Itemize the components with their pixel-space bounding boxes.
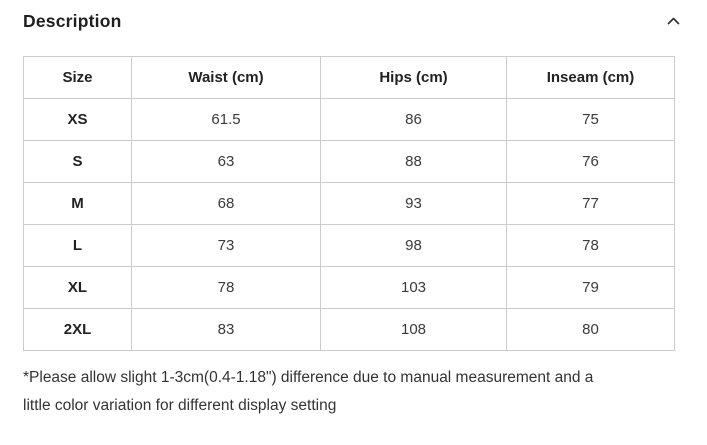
inseam-cell: 76	[506, 140, 675, 183]
table-header-row: Size Waist (cm) Hips (cm) Inseam (cm)	[23, 56, 675, 99]
size-cell: XS	[23, 98, 132, 141]
size-cell: XL	[23, 266, 132, 309]
waist-cell: 73	[131, 224, 321, 267]
size-chart-table: Size Waist (cm) Hips (cm) Inseam (cm) XS…	[23, 56, 675, 351]
description-accordion-header[interactable]: Description	[23, 0, 684, 32]
waist-cell: 63	[131, 140, 321, 183]
hips-cell: 86	[320, 98, 507, 141]
chevron-up-icon[interactable]	[665, 13, 681, 29]
hips-cell: 108	[320, 308, 507, 351]
table-row: S 63 88 76	[23, 140, 675, 183]
waist-cell: 78	[131, 266, 321, 309]
inseam-cell: 78	[506, 224, 675, 267]
measurement-note-line-2: little color variation for different dis…	[23, 397, 337, 414]
size-cell: 2XL	[23, 308, 132, 351]
waist-cell: 83	[131, 308, 321, 351]
inseam-cell: 80	[506, 308, 675, 351]
hips-cell: 103	[320, 266, 507, 309]
table-row: 2XL 83 108 80	[23, 308, 675, 351]
size-cell: S	[23, 140, 132, 183]
column-header-inseam: Inseam (cm)	[506, 56, 675, 99]
hips-cell: 98	[320, 224, 507, 267]
measurement-note-line-1: *Please allow slight 1-3cm(0.4-1.18") di…	[23, 369, 594, 386]
table-row: M 68 93 77	[23, 182, 675, 225]
inseam-cell: 79	[506, 266, 675, 309]
column-header-size: Size	[23, 56, 132, 99]
measurement-note: *Please allow slight 1-3cm(0.4-1.18") di…	[23, 364, 684, 420]
waist-cell: 61.5	[131, 98, 321, 141]
table-row: L 73 98 78	[23, 224, 675, 267]
size-cell: L	[23, 224, 132, 267]
table-row: XL 78 103 79	[23, 266, 675, 309]
column-header-hips: Hips (cm)	[320, 56, 507, 99]
hips-cell: 88	[320, 140, 507, 183]
table-row: XS 61.5 86 75	[23, 98, 675, 141]
hips-cell: 93	[320, 182, 507, 225]
inseam-cell: 77	[506, 182, 675, 225]
section-title: Description	[23, 10, 122, 31]
column-header-waist: Waist (cm)	[131, 56, 321, 99]
size-cell: M	[23, 182, 132, 225]
waist-cell: 68	[131, 182, 321, 225]
inseam-cell: 75	[506, 98, 675, 141]
